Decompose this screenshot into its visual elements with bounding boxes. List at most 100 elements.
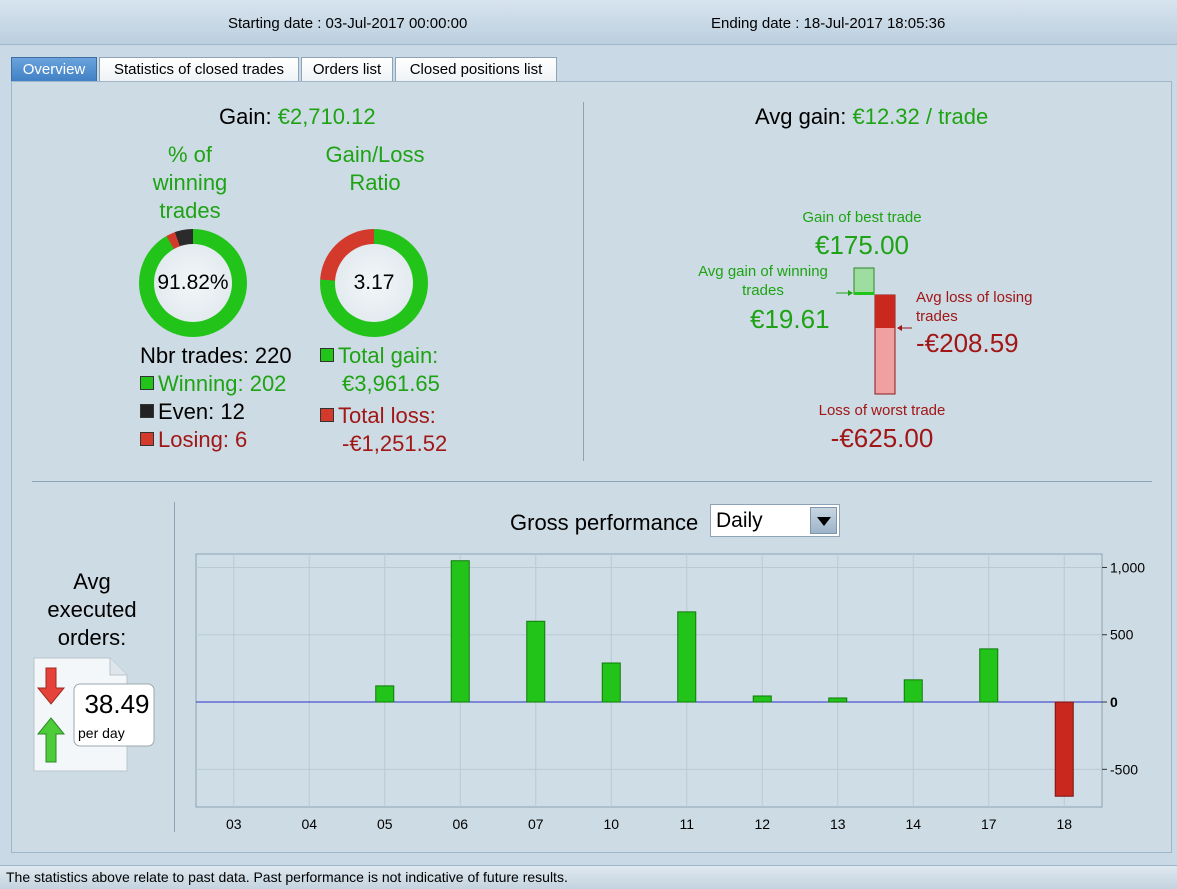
best-trade-bar xyxy=(853,267,875,295)
buy-arrow-icon xyxy=(36,717,66,763)
avg-loss-bar xyxy=(875,295,895,328)
orders-value-card xyxy=(73,683,155,747)
x-tick-label: 05 xyxy=(377,816,393,832)
total-loss-legend-icon xyxy=(320,408,334,423)
even-count: Even: 12 xyxy=(158,399,245,424)
period-select[interactable]: Daily xyxy=(710,504,840,537)
x-tick-label: 07 xyxy=(528,816,544,832)
avg-orders-title-line: executed xyxy=(47,597,137,622)
y-tick-label: 0 xyxy=(1110,694,1118,710)
avg-gain-label: Avg gain: xyxy=(755,104,847,129)
chart-bar xyxy=(828,697,848,703)
tab-closed-positions-list[interactable]: Closed positions list xyxy=(395,57,557,82)
avg-gain-summary: Avg gain: €12.32 / trade xyxy=(755,104,988,130)
x-tick-label: 12 xyxy=(754,816,770,832)
avg-loss-label-line: Avg loss of losing xyxy=(916,289,1033,306)
losing-count: Losing: 6 xyxy=(158,427,248,452)
x-tick-label: 03 xyxy=(226,816,242,832)
avg-loss-value: -€208.59 xyxy=(916,328,1019,358)
worst-trade-label: Loss of worst trade xyxy=(818,402,946,419)
x-tick-label: 10 xyxy=(603,816,619,832)
chart-bar xyxy=(752,695,772,703)
disclaimer-text: The statistics above relate to past data… xyxy=(6,869,568,885)
avg-orders-title-line: Avg xyxy=(73,569,111,594)
gain-summary: Gain: €2,710.12 xyxy=(219,104,376,130)
chart-bar xyxy=(903,679,923,703)
y-tick-label: -500 xyxy=(1110,761,1138,777)
gain-loss-ratio-value: 3.17 xyxy=(353,271,395,294)
gain-loss-ratio-donut: 3.17 xyxy=(320,229,428,337)
sell-arrow-icon xyxy=(36,667,66,705)
x-tick-label: 14 xyxy=(905,816,921,832)
chevron-down-icon[interactable] xyxy=(810,507,837,534)
chart-bar xyxy=(979,648,999,703)
chart-bar xyxy=(1054,701,1074,797)
ratio-title-line: Gain/Loss xyxy=(325,142,425,167)
x-tick-label: 11 xyxy=(679,816,694,832)
trade-counts: Nbr trades: 220 Winning: 202 Even: 12 Lo… xyxy=(140,342,292,454)
worst-trade-value: -€625.00 xyxy=(830,423,934,453)
winning-pct-title-line: trades xyxy=(159,198,221,223)
avg-win-marker xyxy=(854,292,874,295)
avg-orders-title: Avg executed orders: xyxy=(32,568,152,652)
period-select-value: Daily xyxy=(716,509,763,532)
x-tick-label: 04 xyxy=(301,816,317,832)
best-trade-value: €175.00 xyxy=(815,230,909,260)
gain-loss-totals: Total gain: €3,961.65 Total loss: -€1,25… xyxy=(320,342,447,458)
avg-orders-title-line: orders: xyxy=(57,625,127,650)
avg-loss-arrow-icon xyxy=(897,325,902,331)
performance-title: Gross performance xyxy=(510,510,699,535)
x-tick-label: 17 xyxy=(981,816,997,832)
gain-value: €2,710.12 xyxy=(277,104,376,129)
disclaimer-bar: The statistics above relate to past data… xyxy=(0,865,1177,889)
gain-loss-ratio-title: Gain/Loss Ratio xyxy=(310,141,440,197)
total-gain-value: €3,961.65 xyxy=(342,371,440,396)
overview-panel: Gain: €2,710.12 % of winning trades Gain… xyxy=(11,81,1172,853)
avg-loss-label-line: trades xyxy=(916,308,958,325)
winning-count: Winning: 202 xyxy=(158,371,287,396)
chart-bar xyxy=(375,685,395,703)
avg-orders-value: 38.49 xyxy=(84,689,150,719)
section-divider xyxy=(583,102,584,461)
tab-statistics-closed-trades[interactable]: Statistics of closed trades xyxy=(99,57,299,82)
avg-gain-value: €12.32 / trade xyxy=(852,104,989,129)
tab-overview[interactable]: Overview xyxy=(11,57,97,82)
ratio-title-line: Ratio xyxy=(349,170,401,195)
even-legend-icon xyxy=(140,404,154,419)
orders-divider xyxy=(174,502,175,832)
ending-date: Ending date : 18-Jul-2017 18:05:36 xyxy=(711,15,946,32)
gain-label: Gain: xyxy=(219,104,272,129)
chart-plot-area xyxy=(195,553,1103,808)
total-gain-legend-icon xyxy=(320,348,334,363)
x-tick-label: 06 xyxy=(452,816,468,832)
chart-bar xyxy=(677,611,697,703)
chart-bar xyxy=(601,662,621,703)
total-loss-label: Total loss: xyxy=(338,403,436,428)
gain-loss-range-graphic xyxy=(836,267,912,395)
nbr-trades: Nbr trades: 220 xyxy=(140,343,292,368)
losing-legend-icon xyxy=(140,432,154,447)
starting-date: Starting date : 03-Jul-2017 00:00:00 xyxy=(228,15,468,32)
y-tick-label: 1,000 xyxy=(1110,559,1145,575)
tab-orders-list[interactable]: Orders list xyxy=(301,57,393,82)
avg-win-label-line: Avg gain of winning xyxy=(698,263,828,280)
avg-win-label-line: trades xyxy=(742,282,784,299)
horizontal-divider xyxy=(32,481,1152,482)
total-loss-value: -€1,251.52 xyxy=(342,431,448,456)
winning-pct-title-line: winning xyxy=(152,170,228,195)
avg-win-label: Avg gain of winning trades xyxy=(688,262,838,300)
winning-pct-title-line: % of xyxy=(167,142,213,167)
total-gain-label: Total gain: xyxy=(338,343,439,368)
winning-pct-title: % of winning trades xyxy=(130,141,250,225)
winning-pct-value: 91.82% xyxy=(157,271,229,294)
chart-bar xyxy=(526,620,546,703)
x-tick-label: 13 xyxy=(830,816,846,832)
winning-legend-icon xyxy=(140,376,154,391)
avg-win-value: €19.61 xyxy=(750,304,830,334)
gross-performance-chart: 1,000 500 0 -500 03 04 05 06 07 10 11 12 13 14 17 18 xyxy=(195,553,1145,832)
date-range-header: Starting date : 03-Jul-2017 00:00:00 End… xyxy=(0,0,1177,45)
x-tick-label: 18 xyxy=(1056,816,1072,832)
y-tick-label: 500 xyxy=(1110,627,1134,643)
avg-orders-unit: per day xyxy=(78,725,125,741)
chart-bar xyxy=(450,560,470,703)
